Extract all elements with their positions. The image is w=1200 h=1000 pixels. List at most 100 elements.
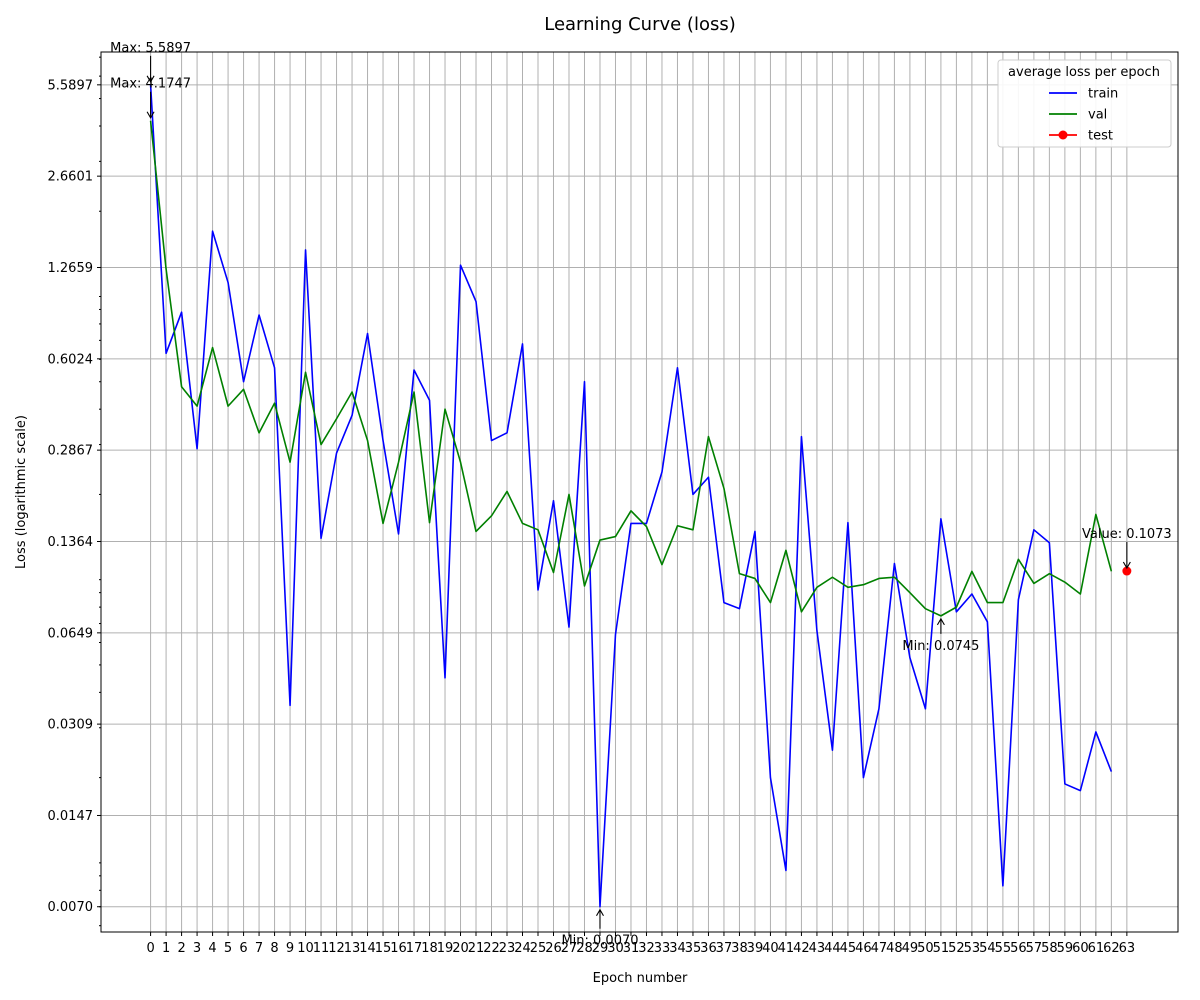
x-tick-label: 24 — [514, 941, 531, 956]
x-tick-label: 6 — [239, 941, 247, 956]
plot-area-frame — [100, 51, 1179, 933]
series-line-train — [149, 84, 1113, 908]
y-tick-label: 1.2659 — [48, 261, 94, 276]
x-tick-label: 8 — [270, 941, 278, 956]
x-tick-label: 2 — [177, 941, 185, 956]
x-tick-label: 54 — [979, 941, 996, 956]
x-tick-label: 61 — [1088, 941, 1105, 956]
x-axis-label: Epoch number — [593, 971, 688, 986]
x-tick-label: 55 — [995, 941, 1012, 956]
x-tick-label: 37 — [716, 941, 733, 956]
x-tick-label: 62 — [1103, 941, 1120, 956]
grid-lines — [101, 52, 1178, 932]
x-tick-label: 51 — [933, 941, 950, 956]
x-tick-label: 57 — [1026, 941, 1043, 956]
x-tick-label: 48 — [886, 941, 903, 956]
chart-title: Learning Curve (loss) — [544, 14, 736, 35]
legend-title: average loss per epoch — [1008, 65, 1160, 80]
x-tick-label: 9 — [286, 941, 294, 956]
x-tick-label: 7 — [255, 941, 263, 956]
legend-label-test: test — [1088, 129, 1113, 144]
x-tick-label: 35 — [685, 941, 702, 956]
x-tick-label: 12 — [328, 941, 345, 956]
x-tick-label: 56 — [1010, 941, 1027, 956]
x-tick-label: 17 — [406, 941, 423, 956]
annotation-arrowhead — [1122, 561, 1131, 570]
x-tick-label: 46 — [855, 941, 872, 956]
x-tick-label: 53 — [964, 941, 981, 956]
x-tick-label: 60 — [1072, 941, 1089, 956]
legend: average loss per epoch train val test — [997, 59, 1172, 148]
x-tick-label: 21 — [468, 941, 485, 956]
axis-ticks: 0 1 2 3 4 5 6 7 8 9 101112131415161718192021222324… — [48, 56, 1136, 956]
x-tick-label: 27 — [561, 941, 578, 956]
y-tick-label: 0.0070 — [48, 900, 94, 915]
x-tick-label: 38 — [731, 941, 748, 956]
x-tick-label: 28 — [576, 941, 593, 956]
x-tick-label: 36 — [700, 941, 717, 956]
x-tick-label: 4 — [208, 941, 216, 956]
legend-label-val: val — [1088, 108, 1107, 123]
y-axis-label: Loss (logarithmic scale) — [14, 415, 29, 569]
annotation-label: Max: 4.1747 — [110, 77, 191, 92]
x-tick-label: 42 — [793, 941, 810, 956]
x-tick-label: 41 — [778, 941, 795, 956]
annotation-arrowhead — [596, 908, 604, 917]
x-tick-label: 63 — [1119, 941, 1136, 956]
x-tick-label: 49 — [902, 941, 919, 956]
annotation-label: Min: 0.0070 — [561, 934, 638, 949]
legend-marker-test — [1058, 130, 1068, 140]
legend-box — [997, 59, 1172, 148]
x-tick-label: 22 — [483, 941, 500, 956]
x-tick-label: 5 — [224, 941, 232, 956]
y-tick-label: 0.1364 — [48, 535, 94, 550]
x-tick-label: 0 — [146, 941, 154, 956]
y-tick-label: 0.2867 — [48, 444, 94, 459]
annotation-label: Min: 0.0745 — [902, 639, 979, 654]
x-tick-label: 30 — [607, 941, 624, 956]
x-tick-label: 44 — [824, 941, 841, 956]
x-tick-label: 40 — [762, 941, 779, 956]
y-tick-label: 0.6024 — [48, 352, 94, 367]
x-tick-label: 14 — [359, 941, 376, 956]
y-tick-label: 2.6601 — [48, 170, 94, 185]
series-layer — [149, 84, 1132, 908]
x-tick-label: 15 — [375, 941, 392, 956]
y-tick-label: 0.0649 — [48, 626, 94, 641]
x-tick-label: 47 — [871, 941, 888, 956]
x-tick-label: 20 — [452, 941, 469, 956]
annotation-label: Max: 5.5897 — [110, 41, 191, 56]
x-tick-label: 3 — [193, 941, 201, 956]
annotation-arrowhead — [936, 617, 945, 626]
x-tick-label: 29 — [592, 941, 609, 956]
x-tick-label: 58 — [1041, 941, 1058, 956]
x-tick-label: 16 — [390, 941, 407, 956]
x-tick-label: 26 — [545, 941, 562, 956]
x-tick-label: 59 — [1057, 941, 1074, 956]
x-tick-label: 18 — [421, 941, 438, 956]
x-tick-label: 52 — [948, 941, 965, 956]
x-tick-label: 33 — [654, 941, 671, 956]
x-tick-label: 25 — [530, 941, 547, 956]
annotation-arrowhead — [146, 111, 155, 119]
x-tick-label: 34 — [669, 941, 686, 956]
y-tick-label: 0.0309 — [48, 718, 94, 733]
y-tick-label: 5.5897 — [48, 78, 94, 93]
x-tick-label: 19 — [437, 941, 454, 956]
annotation-label: Value: 0.1073 — [1082, 527, 1172, 542]
x-tick-label: 11 — [313, 941, 330, 956]
x-tick-label: 50 — [917, 941, 934, 956]
x-tick-label: 32 — [638, 941, 655, 956]
series-point-test — [1122, 566, 1132, 576]
series-line-val — [149, 120, 1113, 617]
x-tick-label: 31 — [623, 941, 640, 956]
annotations-layer: Max: 5.5897 Max: 4.1747 Min: 0.0070 Min: 0.… — [110, 41, 1172, 949]
x-tick-label: 10 — [297, 941, 314, 956]
x-tick-label: 39 — [747, 941, 764, 956]
x-tick-label: 43 — [809, 941, 826, 956]
x-tick-label: 45 — [840, 941, 857, 956]
annotation-arrowhead — [146, 75, 155, 83]
legend-label-train: train — [1088, 87, 1118, 102]
x-tick-label: 23 — [499, 941, 516, 956]
